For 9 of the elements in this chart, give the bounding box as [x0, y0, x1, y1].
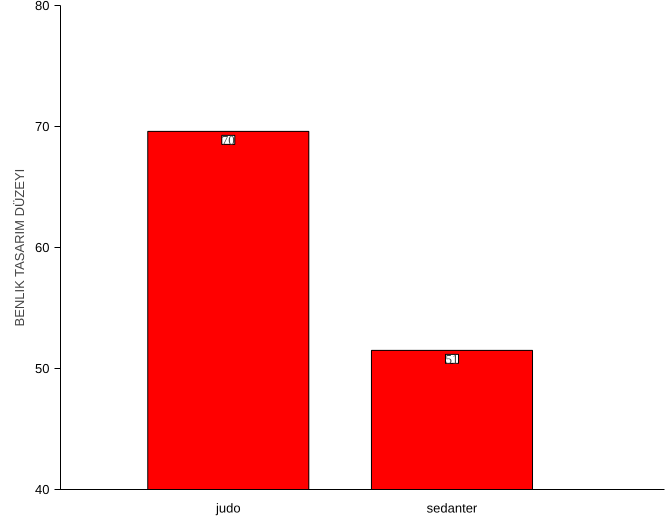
x-tick-label: sedanter [426, 500, 478, 516]
y-tick-label: 40 [35, 482, 50, 497]
data-label: 51 [445, 351, 458, 366]
y-tick-label: 80 [35, 0, 50, 13]
y-axis-title: BENLIK TASARIM DÜZEYI [12, 168, 28, 326]
y-tick-label: 60 [35, 240, 50, 255]
y-tick-label: 70 [35, 119, 50, 134]
x-tick-label: judo [214, 500, 241, 516]
y-tick-label: 50 [35, 361, 50, 376]
